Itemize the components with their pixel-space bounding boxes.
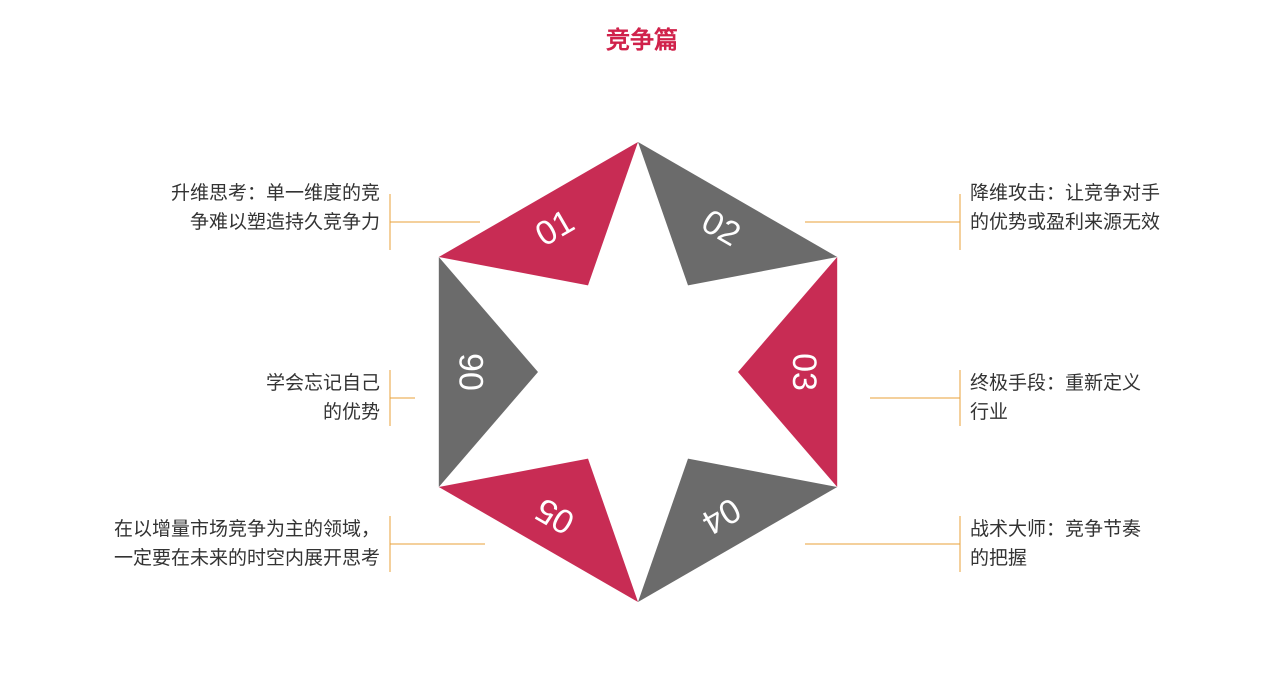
label-05-line-1: 在以增量市场竞争为主的领域， (80, 516, 380, 545)
label-01-line-2: 争难以塑造持久竞争力 (80, 209, 380, 238)
blade-04 (638, 459, 837, 602)
label-01-line-1: 升维思考：单一维度的竞 (80, 180, 380, 209)
blade-number-03: 03 (785, 353, 823, 391)
blade-01 (439, 142, 638, 285)
label-04-line-2: 的把握 (970, 545, 1270, 574)
label-04-line-1: 战术大师：竞争节奏 (970, 516, 1270, 545)
label-02-line-2: 的优势或盈利来源无效 (970, 209, 1270, 238)
label-03-line-1: 终极手段：重新定义 (970, 370, 1270, 399)
label-03-line-2: 行业 (970, 399, 1270, 428)
label-03: 终极手段：重新定义行业 (970, 370, 1270, 427)
label-05-line-2: 一定要在未来的时空内展开思考 (80, 545, 380, 574)
label-06: 学会忘记自己的优势 (80, 370, 380, 427)
label-06-line-1: 学会忘记自己 (80, 370, 380, 399)
blades-group (439, 142, 837, 602)
blade-02 (638, 142, 837, 285)
label-02: 降维攻击：让竞争对手的优势或盈利来源无效 (970, 180, 1270, 237)
label-05: 在以增量市场竞争为主的领域，一定要在未来的时空内展开思考 (80, 516, 380, 573)
label-01: 升维思考：单一维度的竞争难以塑造持久竞争力 (80, 180, 380, 237)
hexagon-diagram: 010203040506 (0, 0, 1284, 688)
label-04: 战术大师：竞争节奏的把握 (970, 516, 1270, 573)
label-06-line-2: 的优势 (80, 399, 380, 428)
infographic-stage: 竞争篇 010203040506 升维思考：单一维度的竞争难以塑造持久竞争力降维… (0, 0, 1284, 688)
label-02-line-1: 降维攻击：让竞争对手 (970, 180, 1270, 209)
blade-05 (439, 459, 638, 602)
blade-number-06: 06 (453, 353, 491, 391)
